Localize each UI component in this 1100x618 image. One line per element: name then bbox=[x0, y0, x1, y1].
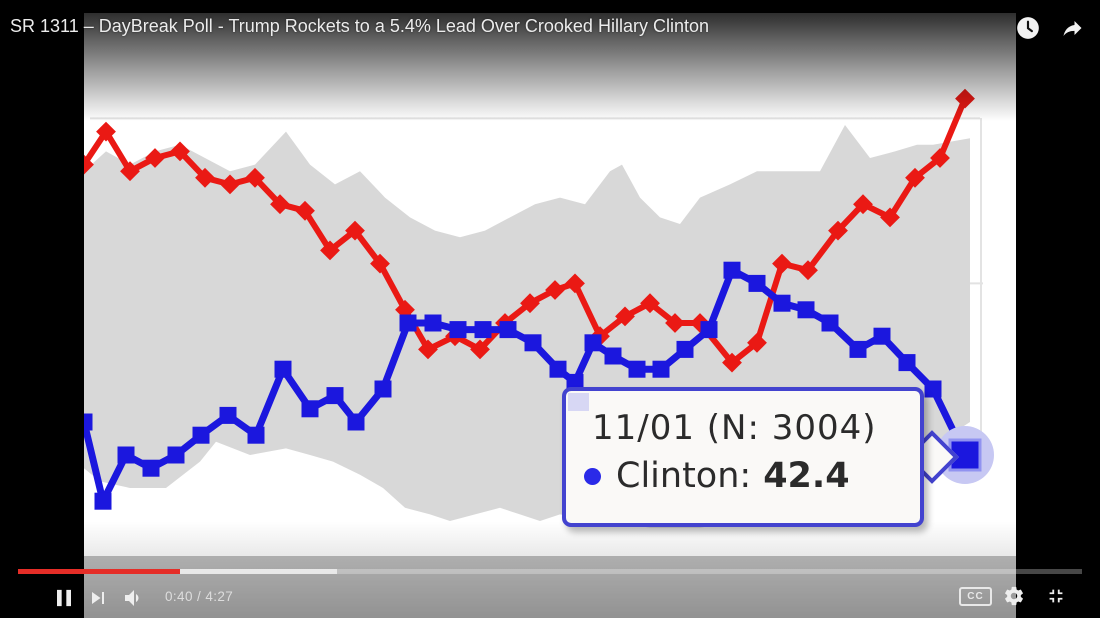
control-bar: 0:40 / 4:27 CC bbox=[0, 578, 1100, 618]
share-arrow-icon[interactable] bbox=[1059, 16, 1086, 40]
tooltip-series-row: Clinton: 42.4 bbox=[584, 456, 920, 496]
chart-tooltip: 11/01 (N: 3004) Clinton: 42.4 bbox=[562, 387, 924, 527]
exit-fullscreen-icon[interactable] bbox=[1044, 585, 1068, 607]
clinton-bullet-icon bbox=[584, 468, 601, 485]
tooltip-corner-highlight bbox=[568, 393, 589, 411]
progress-played bbox=[18, 569, 180, 574]
settings-gear-icon[interactable] bbox=[1003, 585, 1025, 607]
video-frame[interactable]: 11/01 (N: 3004) Clinton: 42.4 bbox=[84, 13, 1016, 618]
video-title[interactable]: SR 1311 – DayBreak Poll - Trump Rockets … bbox=[10, 16, 709, 37]
volume-button[interactable] bbox=[122, 586, 146, 610]
top-right-actions bbox=[1015, 15, 1086, 41]
tooltip-date: 11/01 (N: 3004) bbox=[592, 408, 920, 448]
tooltip-series-label: Clinton: bbox=[616, 456, 751, 496]
progress-bar[interactable] bbox=[18, 569, 1082, 574]
time-display: 0:40 / 4:27 bbox=[165, 589, 233, 604]
tooltip-value: 42.4 bbox=[763, 456, 849, 496]
watch-later-clock-icon[interactable] bbox=[1015, 15, 1041, 41]
cc-button[interactable]: CC bbox=[959, 587, 992, 606]
youtube-player: 11/01 (N: 3004) Clinton: 42.4 SR 1311 – … bbox=[0, 0, 1100, 618]
pause-button[interactable] bbox=[50, 584, 78, 612]
next-button[interactable] bbox=[86, 586, 110, 610]
